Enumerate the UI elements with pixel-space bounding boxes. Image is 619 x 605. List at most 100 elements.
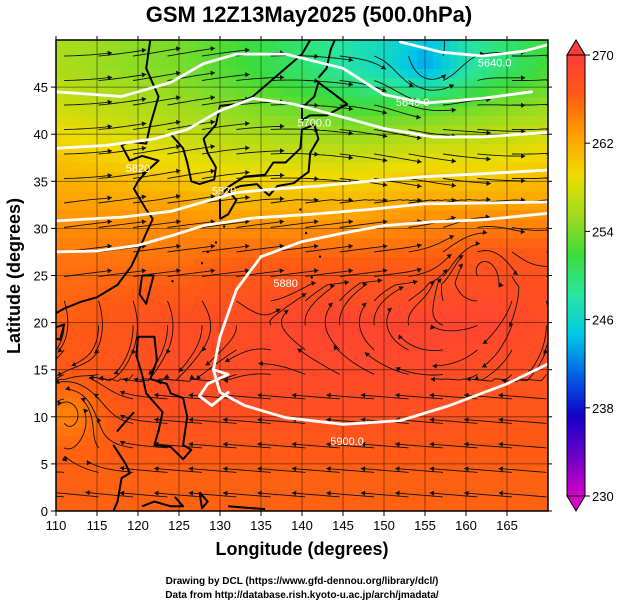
field-cell [343, 388, 352, 399]
field-cell [375, 379, 385, 390]
field-cell [277, 369, 287, 380]
field-cell [80, 124, 90, 135]
field-cell [195, 115, 205, 126]
field-cell [105, 341, 114, 352]
field-cell [64, 171, 73, 182]
field-cell [351, 445, 360, 456]
field-cell [203, 360, 213, 371]
field-cell [359, 341, 369, 352]
field-cell [220, 115, 229, 126]
field-cell [375, 58, 385, 69]
streamline-arrow [512, 270, 518, 275]
field-cell [154, 369, 164, 380]
field-cell [490, 228, 500, 239]
field-cell [285, 115, 295, 126]
field-cell [80, 256, 90, 267]
field-cell [400, 228, 410, 239]
field-cell [203, 388, 213, 399]
field-cell [449, 209, 459, 220]
field-cell [80, 492, 90, 503]
colorbar-tick-label: 254 [592, 224, 614, 239]
field-cell [498, 426, 508, 437]
field-cell [88, 77, 98, 88]
field-cell [121, 58, 131, 69]
field-cell [293, 162, 303, 173]
streamline [374, 244, 422, 253]
field-cell [449, 435, 459, 446]
field-cell [80, 501, 90, 511]
field-cell [179, 341, 188, 352]
field-cell [162, 181, 172, 192]
field-cell [384, 68, 393, 79]
field-cell [285, 388, 295, 399]
field-cell [244, 379, 254, 390]
field-cell [97, 369, 106, 380]
streamline [429, 468, 478, 473]
field-cell [351, 332, 360, 343]
field-cell [490, 332, 500, 343]
field-cell [195, 190, 205, 201]
field-cell [220, 313, 229, 324]
height-contour [198, 368, 230, 407]
field-cell [64, 77, 73, 88]
field-cell [449, 463, 459, 474]
streamline [339, 55, 387, 70]
field-cell [244, 115, 254, 126]
field-cell [170, 200, 180, 211]
streamline-arrow [520, 75, 526, 81]
streamline [464, 443, 512, 449]
field-cell [228, 87, 237, 98]
field-cell [457, 58, 467, 69]
field-cell [121, 115, 131, 126]
streamline [64, 408, 87, 450]
field-cell [277, 473, 287, 484]
field-cell [261, 171, 270, 182]
field-cell [293, 40, 303, 51]
field-cell [334, 369, 344, 380]
streamline-arrow [225, 357, 231, 363]
streamline-arrow [458, 263, 463, 269]
field-cell [515, 58, 524, 69]
field-cell [490, 256, 500, 267]
field-cell [523, 435, 533, 446]
field-cell [326, 58, 336, 69]
field-cell [252, 190, 262, 201]
streamline [508, 276, 520, 328]
field-cell [80, 445, 90, 456]
field-cell [392, 341, 401, 352]
field-cell [531, 171, 541, 182]
streamline-arrow [154, 417, 159, 423]
field-cell [261, 501, 270, 511]
field-cell [326, 322, 336, 333]
field-cell [56, 350, 65, 361]
contour-label: 5880 [273, 278, 297, 290]
field-cell [179, 294, 188, 305]
streamline [131, 300, 138, 355]
streamline-arrow [486, 130, 491, 136]
field-cell [539, 181, 548, 192]
streamline [133, 245, 181, 253]
field-cell [457, 284, 467, 295]
field-cell [457, 313, 467, 324]
field-cell [203, 87, 213, 98]
streamline-arrow [210, 194, 216, 200]
field-cell [56, 501, 65, 511]
field-cell [441, 228, 451, 239]
field-cell [146, 275, 155, 286]
field-cell [228, 397, 237, 408]
field-cell [154, 407, 164, 418]
streamline-arrow [257, 466, 262, 472]
field-cell [474, 218, 483, 229]
field-cell [326, 200, 336, 211]
field-cell [318, 228, 328, 239]
field-cell [433, 153, 442, 164]
field-cell [261, 369, 270, 380]
field-cell [179, 218, 188, 229]
field-cell [64, 228, 73, 239]
field-cell [507, 501, 516, 511]
streamline [201, 147, 250, 155]
streamline-arrow [412, 279, 418, 285]
field-cell [466, 247, 475, 258]
field-cell [211, 501, 221, 511]
